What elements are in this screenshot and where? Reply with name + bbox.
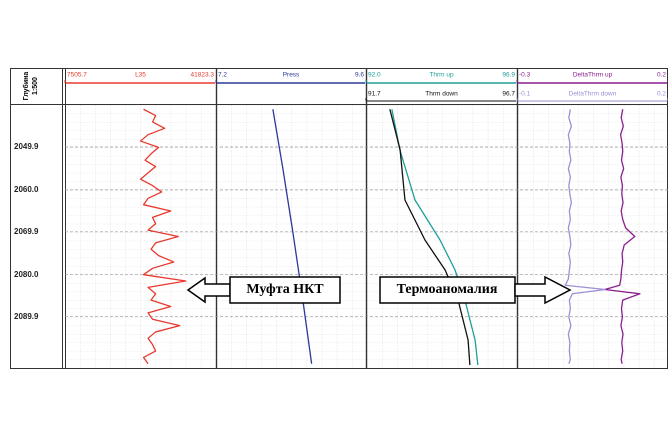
log-curve <box>272 109 313 364</box>
annotation: Муфта НКТ <box>246 282 324 297</box>
y-tick-label: 2069.9 <box>14 227 39 236</box>
x-tick-label: 96.9 <box>502 72 515 79</box>
y-tick-label: 2089.9 <box>14 312 39 321</box>
y-tick-label: 2080.0 <box>14 270 39 279</box>
log-curve <box>389 109 471 366</box>
arrow-right <box>514 275 572 305</box>
series-name: DeltaThrm up <box>573 72 613 79</box>
series-name: Thrm down <box>425 91 458 98</box>
y-tick-label: 2060.0 <box>14 185 39 194</box>
x-tick-label: 0.2 <box>657 72 666 79</box>
depth-title-group: Глубина 1:500 <box>22 72 39 101</box>
log-curve <box>139 108 187 365</box>
x-tick-label: 92.0 <box>368 72 381 79</box>
x-tick-label: 0.2 <box>657 91 666 98</box>
x-tick-label: -0.3 <box>519 72 531 79</box>
annotation-box <box>379 276 516 304</box>
x-tick-label: 41823.3 <box>191 72 215 79</box>
x-tick-label: 7.2 <box>218 72 227 79</box>
x-tick-label: 7505.7 <box>67 72 87 79</box>
depth-title: Глубина <box>22 72 30 101</box>
series-name: Thrm up <box>429 72 454 79</box>
x-tick-label: 9.6 <box>355 72 364 79</box>
series-name: L35 <box>135 72 146 79</box>
log-curve <box>604 109 641 364</box>
log-curve <box>564 109 606 364</box>
series-name: DeltaThrm down <box>569 91 617 98</box>
x-tick-label: 96.7 <box>502 91 515 98</box>
x-tick-label: -0.1 <box>519 91 531 98</box>
series-name: Press <box>283 72 300 79</box>
x-tick-label: 91.7 <box>368 91 381 98</box>
depth-scale: 1:500 <box>32 77 39 95</box>
annotation-box <box>229 276 341 304</box>
annotations: Муфта НКТ Термоаномалия <box>186 275 572 305</box>
annotation: Термоаномалия <box>397 282 498 297</box>
y-tick-label: 2049.9 <box>14 142 39 151</box>
log-curve <box>391 109 479 366</box>
